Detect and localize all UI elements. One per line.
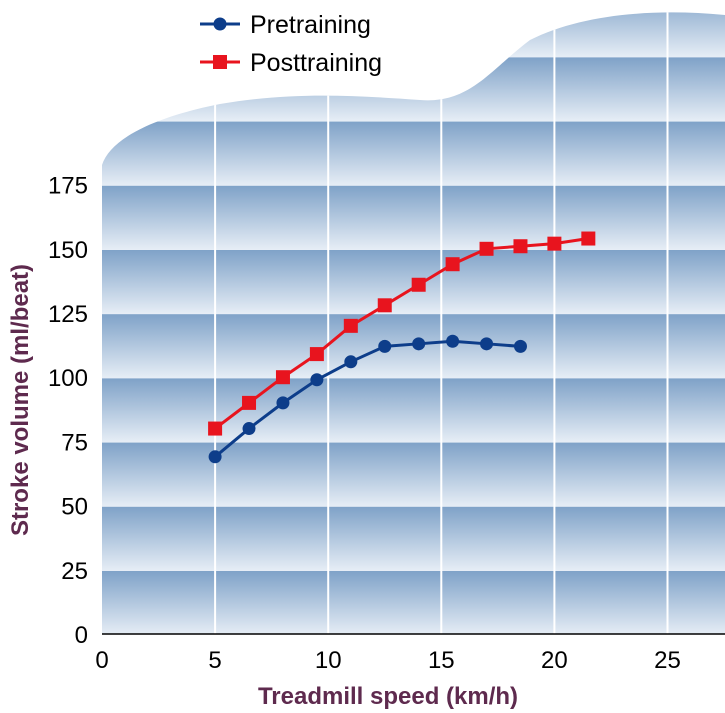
x-tick-label: 0 [95, 647, 108, 674]
y-tick-label: 25 [61, 558, 88, 585]
y-axis-ticks: 0 25 50 75 100 125 150 175 [48, 173, 88, 649]
data-point [411, 277, 426, 292]
data-point [547, 236, 562, 251]
data-point [276, 396, 290, 410]
legend-label: Pretraining [250, 11, 371, 39]
data-point [412, 337, 426, 351]
y-tick-label: 0 [75, 622, 88, 649]
legend-item-posttraining: Posttraining [200, 49, 382, 77]
data-point [343, 318, 358, 333]
data-point [446, 334, 460, 348]
x-tick-label: 5 [208, 647, 221, 674]
data-point [378, 339, 392, 353]
y-tick-label: 100 [48, 365, 88, 392]
data-point [513, 339, 527, 353]
y-tick-label: 150 [48, 237, 88, 264]
data-point [242, 395, 257, 410]
data-point [377, 298, 392, 313]
x-tick-label: 15 [428, 647, 455, 674]
grid-lines [214, 12, 669, 634]
legend: Pretraining Posttraining [200, 11, 382, 77]
data-point [309, 347, 324, 362]
y-tick-label: 175 [48, 173, 88, 200]
x-tick-label: 10 [315, 647, 342, 674]
x-axis-ticks: 0 5 10 15 20 25 [95, 647, 681, 674]
y-tick-label: 50 [61, 494, 88, 521]
legend-label: Posttraining [250, 49, 382, 77]
y-tick-label: 125 [48, 301, 88, 328]
legend-item-pretraining: Pretraining [200, 11, 371, 39]
plot-background [102, 12, 725, 634]
series-line [214, 339, 521, 458]
data-point [275, 370, 290, 385]
series-posttraining [208, 231, 596, 436]
series-pretraining [208, 334, 527, 464]
data-point [344, 355, 358, 369]
legend-marker [213, 55, 227, 69]
data-point [479, 241, 494, 256]
data-point [208, 450, 222, 464]
y-axis-title: Stroke volume (ml/beat) [7, 264, 34, 536]
data-point [310, 373, 324, 387]
series-layer [208, 231, 596, 464]
x-axis-title: Treadmill speed (km/h) [258, 683, 518, 710]
data-point [581, 231, 596, 246]
legend-marker [213, 17, 227, 31]
y-tick-label: 75 [61, 429, 88, 456]
data-point [445, 257, 460, 272]
x-tick-label: 25 [654, 647, 681, 674]
data-point [480, 337, 494, 351]
data-point [208, 421, 223, 436]
data-point [242, 422, 256, 436]
x-tick-label: 20 [541, 647, 568, 674]
data-point [513, 239, 528, 254]
